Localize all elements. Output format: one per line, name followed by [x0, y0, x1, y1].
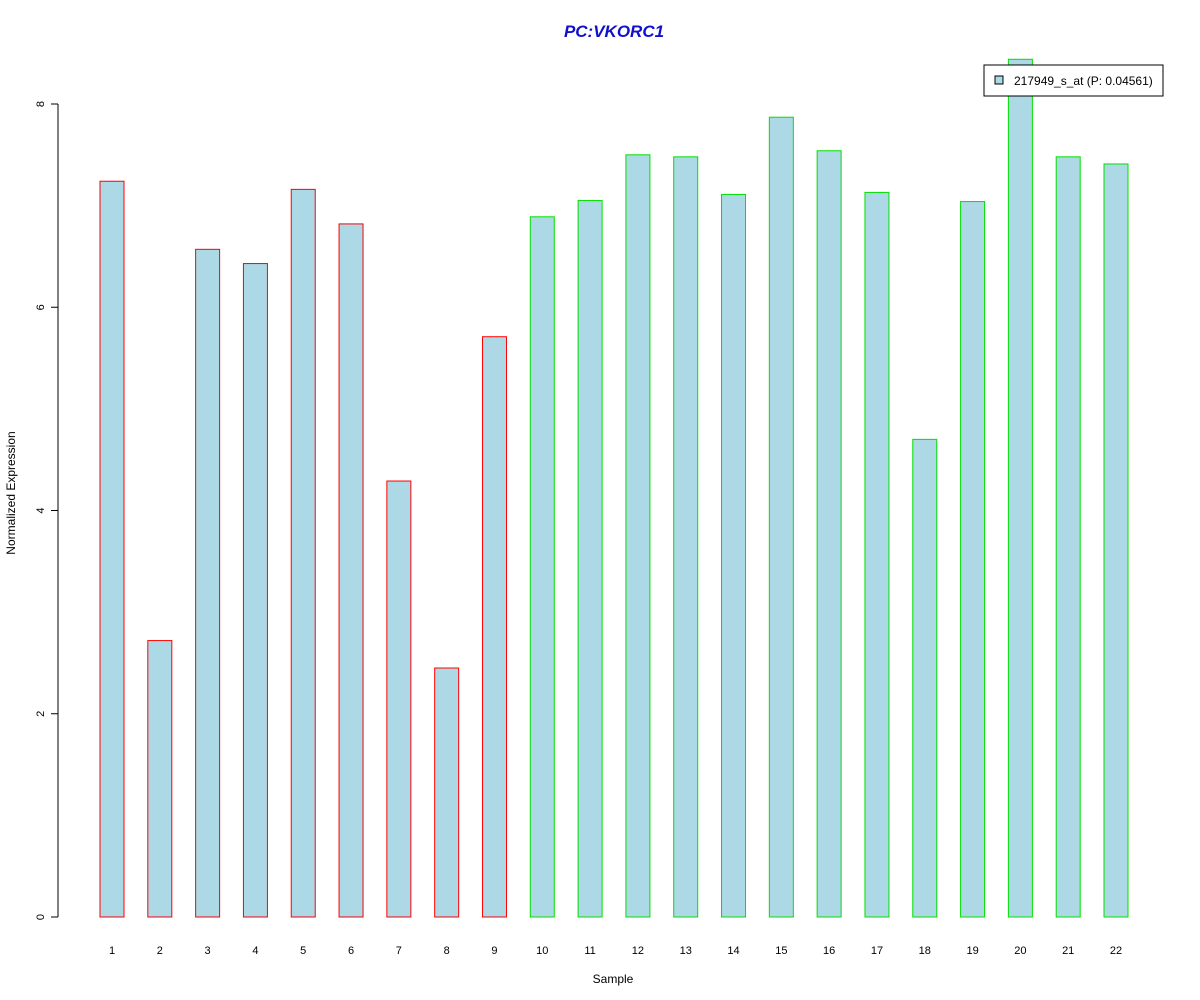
bar-sample-16 — [816, 150, 842, 918]
x-tick-label: 14 — [727, 945, 739, 957]
bar-sample-18 — [912, 438, 938, 918]
y-axis-label: Normalized Expression — [4, 431, 18, 554]
x-tick-label: 13 — [680, 945, 692, 957]
x-tick-label: 15 — [775, 945, 787, 957]
bar-sample-5 — [290, 188, 316, 918]
bar-sample-9 — [481, 336, 507, 918]
x-tick-label: 9 — [491, 945, 497, 957]
bar-sample-4 — [242, 263, 268, 918]
legend-box — [983, 64, 1164, 97]
x-axis-label: Sample — [593, 972, 634, 986]
bar-sample-21 — [1055, 156, 1081, 918]
bar-sample-12 — [625, 154, 651, 918]
bars-group — [99, 58, 1129, 918]
y-tick-label: 4 — [35, 507, 47, 513]
x-tick-label: 5 — [300, 945, 306, 957]
x-tick-label: 12 — [632, 945, 644, 957]
y-tick-label: 2 — [35, 711, 47, 717]
bar-sample-10 — [529, 216, 555, 918]
bar-sample-22 — [1103, 163, 1129, 918]
x-tick-label: 6 — [348, 945, 354, 957]
x-tick-label: 3 — [205, 945, 211, 957]
y-tick-label: 0 — [35, 914, 47, 920]
x-tick-label: 21 — [1062, 945, 1074, 957]
x-tick-label: 2 — [157, 945, 163, 957]
chart-title: PC:VKORC1 — [564, 22, 664, 41]
x-tick-label: 19 — [966, 945, 978, 957]
bar-sample-14 — [721, 193, 747, 918]
x-tick-label: 16 — [823, 945, 835, 957]
bar-sample-20 — [1007, 58, 1033, 918]
x-tick-labels: 1 2 3 4 5 6 7 8 9 10 11 12 13 14 15 16 17 18 19 20 21 22 — [109, 945, 1122, 957]
x-tick-label: 22 — [1110, 945, 1122, 957]
y-tick-label: 6 — [35, 304, 47, 310]
x-tick-label: 1 — [109, 945, 115, 957]
bar-sample-1 — [99, 180, 125, 918]
bar-sample-3 — [195, 248, 221, 918]
x-tick-label: 18 — [919, 945, 931, 957]
x-tick-label: 4 — [252, 945, 258, 957]
y-axis: 0 2 4 6 8 — [35, 101, 59, 920]
x-tick-label: 7 — [396, 945, 402, 957]
x-tick-label: 20 — [1014, 945, 1026, 957]
bar-sample-6 — [338, 223, 364, 918]
x-tick-label: 10 — [536, 945, 548, 957]
legend-label: 217949_s_at (P: 0.04561) — [1014, 74, 1153, 88]
bar-sample-11 — [577, 200, 603, 918]
bar-sample-13 — [673, 156, 699, 918]
legend-swatch — [994, 75, 1004, 85]
bar-sample-15 — [768, 116, 794, 918]
y-tick-label: 8 — [35, 101, 47, 107]
legend: 217949_s_at (P: 0.04561) — [983, 64, 1164, 97]
bar-sample-2 — [147, 640, 173, 918]
bar-sample-17 — [864, 191, 890, 918]
x-tick-label: 17 — [871, 945, 883, 957]
x-tick-label: 8 — [444, 945, 450, 957]
bar-sample-8 — [434, 667, 460, 918]
bar-sample-7 — [386, 480, 412, 918]
bar-sample-19 — [960, 201, 986, 918]
x-tick-label: 11 — [584, 945, 595, 957]
